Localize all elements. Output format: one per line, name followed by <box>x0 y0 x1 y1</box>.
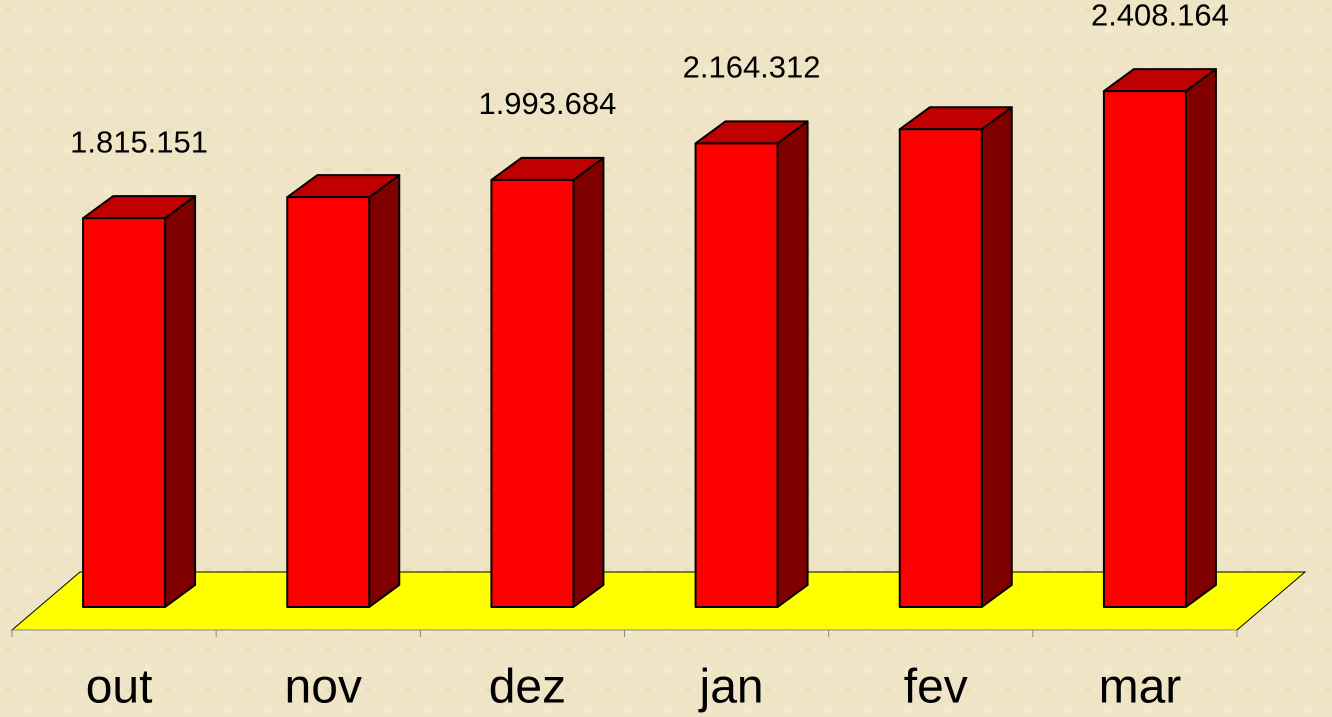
bar-front <box>694 142 779 608</box>
x-tick-label: fev <box>904 661 968 714</box>
bar <box>898 106 1013 608</box>
bar-side <box>368 174 401 608</box>
bar-side <box>1184 68 1217 608</box>
x-tick-label: dez <box>489 661 566 714</box>
bar-side <box>980 106 1013 608</box>
bar-side <box>572 156 605 608</box>
x-tick-label: out <box>86 661 153 714</box>
x-tick-label: mar <box>1099 661 1182 714</box>
bar <box>82 195 197 608</box>
bar-front <box>286 196 371 608</box>
bar <box>490 156 605 608</box>
bar-front <box>1102 90 1187 608</box>
value-label: 1.815.151 <box>70 124 208 159</box>
value-label: 2.408.164 <box>1091 0 1229 32</box>
bar-front <box>898 128 983 608</box>
value-label: 2.164.312 <box>683 50 821 85</box>
bar-side <box>164 195 197 608</box>
bar-side <box>776 120 809 608</box>
x-tick-label: nov <box>285 661 362 714</box>
x-tick-label: jan <box>698 661 764 714</box>
bar <box>694 120 809 608</box>
bar-front <box>490 178 575 608</box>
value-label: 1.993.684 <box>478 86 616 121</box>
bar-front <box>82 217 167 608</box>
bar <box>1102 68 1217 608</box>
bar <box>286 174 401 608</box>
